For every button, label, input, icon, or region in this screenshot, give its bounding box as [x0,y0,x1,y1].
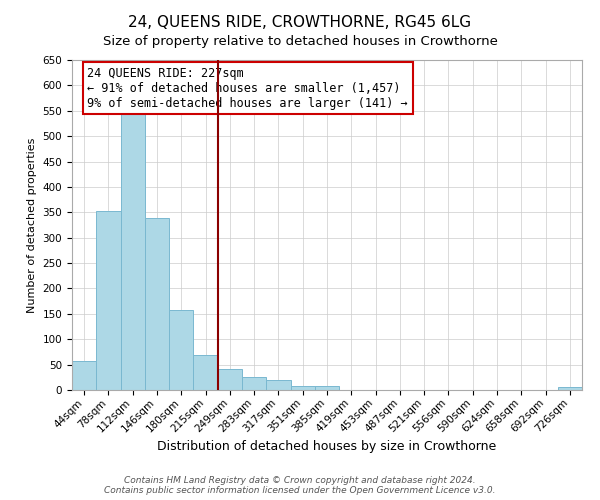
Bar [242,378,266,390]
Text: Contains HM Land Registry data © Crown copyright and database right 2024.
Contai: Contains HM Land Registry data © Crown c… [104,476,496,495]
Text: 24 QUEENS RIDE: 227sqm
← 91% of detached houses are smaller (1,457)
9% of semi-d: 24 QUEENS RIDE: 227sqm ← 91% of detached… [88,66,408,110]
Bar [121,114,145,390]
Bar [266,380,290,390]
Bar [290,386,315,390]
Bar [169,310,193,390]
Bar [96,212,121,390]
Bar [145,218,169,390]
Bar [558,388,582,390]
Text: Size of property relative to detached houses in Crowthorne: Size of property relative to detached ho… [103,35,497,48]
Bar [193,356,218,390]
X-axis label: Distribution of detached houses by size in Crowthorne: Distribution of detached houses by size … [157,440,497,453]
Y-axis label: Number of detached properties: Number of detached properties [27,138,37,312]
Bar [72,361,96,390]
Bar [218,368,242,390]
Bar [315,386,339,390]
Text: 24, QUEENS RIDE, CROWTHORNE, RG45 6LG: 24, QUEENS RIDE, CROWTHORNE, RG45 6LG [128,15,472,30]
